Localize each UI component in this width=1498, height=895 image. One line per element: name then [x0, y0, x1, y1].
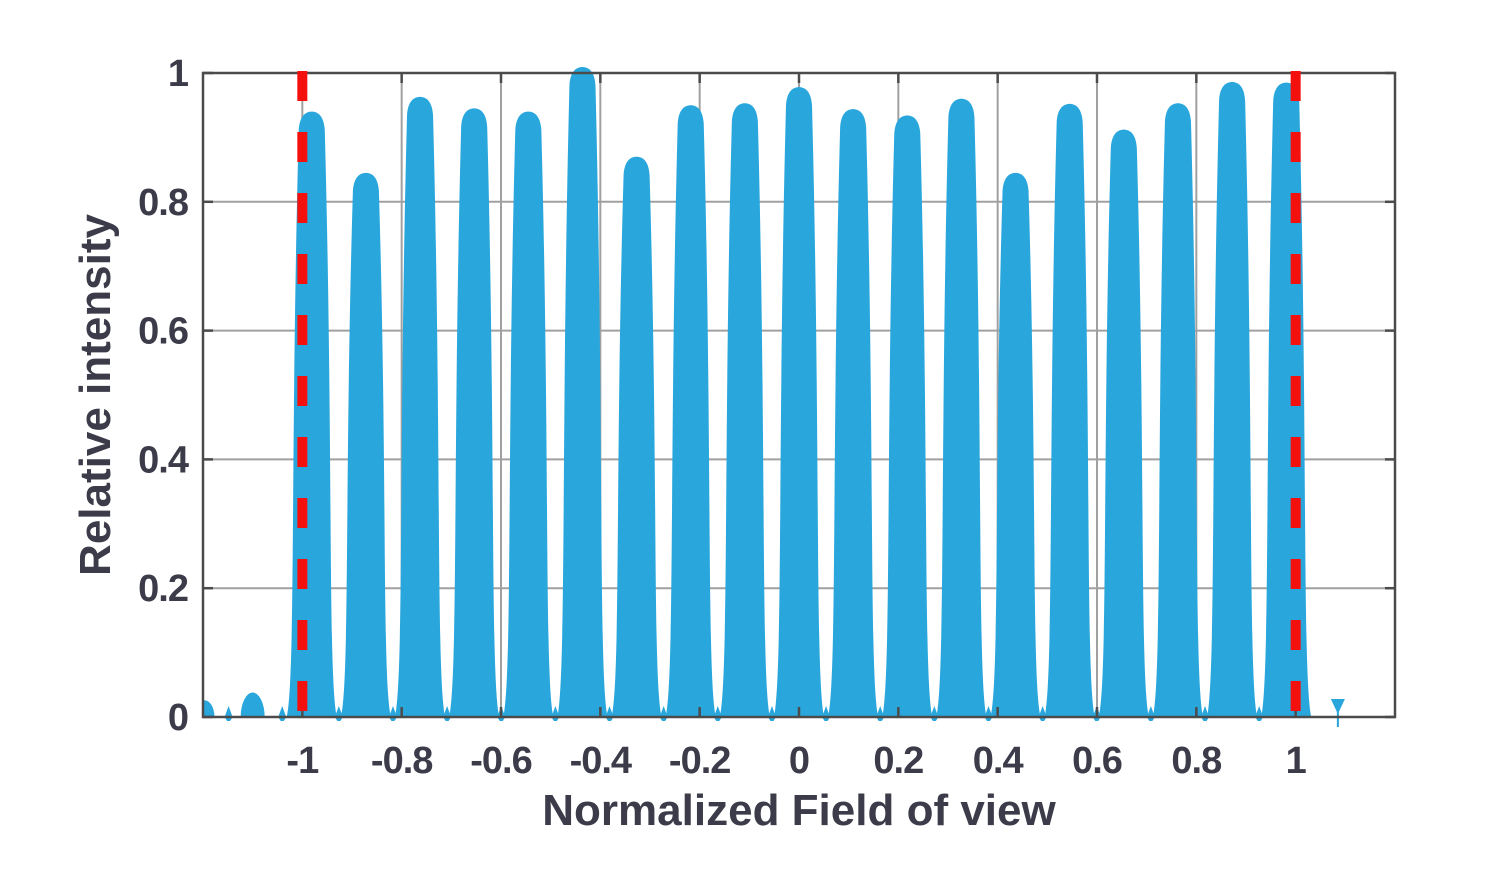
- intensity-peak: [719, 103, 770, 717]
- intensity-peak: [340, 172, 391, 717]
- intensity-peak: [1152, 103, 1203, 717]
- y-tick-label: 0.2: [138, 568, 188, 610]
- intensity-peak: [1098, 129, 1149, 717]
- x-tick-label: -0.4: [570, 740, 632, 782]
- y-tick-label: 0.8: [138, 182, 188, 224]
- x-tick-label: 0.4: [973, 740, 1024, 782]
- x-tick-label: 0.8: [1171, 740, 1221, 782]
- intensity-peak: [449, 108, 500, 718]
- y-tick-labels: 0 0.2 0.4 0.6 0.8 1: [138, 53, 190, 739]
- x-tick-label: 0: [789, 740, 809, 782]
- intensity-peak: [1207, 82, 1258, 718]
- x-tick-labels: -1 -0.8 -0.6 -0.4 -0.2 0 0.2 0.4 0.6 0.8 1: [286, 740, 1307, 782]
- intensity-peak: [611, 156, 662, 718]
- fov-boundary-lines: [297, 71, 1301, 717]
- intensity-peak: [1261, 82, 1312, 717]
- intensity-minor-bump: [240, 692, 265, 717]
- intensity-peak: [936, 98, 987, 717]
- intensity-minor-bump: [203, 700, 215, 717]
- x-tick-label: -0.6: [470, 740, 531, 782]
- x-axis-label: Normalized Field of view: [542, 786, 1056, 835]
- y-axis-label: Relative intensity: [71, 214, 120, 576]
- intensity-peak: [557, 67, 608, 717]
- x-tick-label: -0.2: [669, 740, 730, 782]
- x-tick-label: -1: [286, 740, 319, 782]
- y-tick-label: 1: [168, 53, 189, 95]
- y-tick-label: 0: [168, 697, 188, 739]
- intensity-peak: [395, 96, 446, 717]
- x-tick-label: 1: [1286, 740, 1307, 782]
- intensity-peak: [1044, 103, 1095, 718]
- y-tick-label: 0.6: [138, 311, 188, 353]
- intensity-peak: [828, 109, 879, 717]
- intensity-peak: [990, 172, 1041, 717]
- x-tick-label: 0.2: [873, 740, 923, 782]
- intensity-curve: [203, 67, 1345, 727]
- baseline-spike: [224, 706, 233, 721]
- intensity-peak: [774, 87, 824, 718]
- intensity-peak: [882, 115, 933, 717]
- intensity-peak: [503, 111, 554, 717]
- x-tick-label: 0.6: [1072, 740, 1122, 782]
- y-tick-label: 0.4: [138, 439, 189, 481]
- x-tick-label: -0.8: [371, 740, 432, 782]
- baseline-spike: [278, 706, 287, 721]
- intensity-peak: [665, 105, 716, 717]
